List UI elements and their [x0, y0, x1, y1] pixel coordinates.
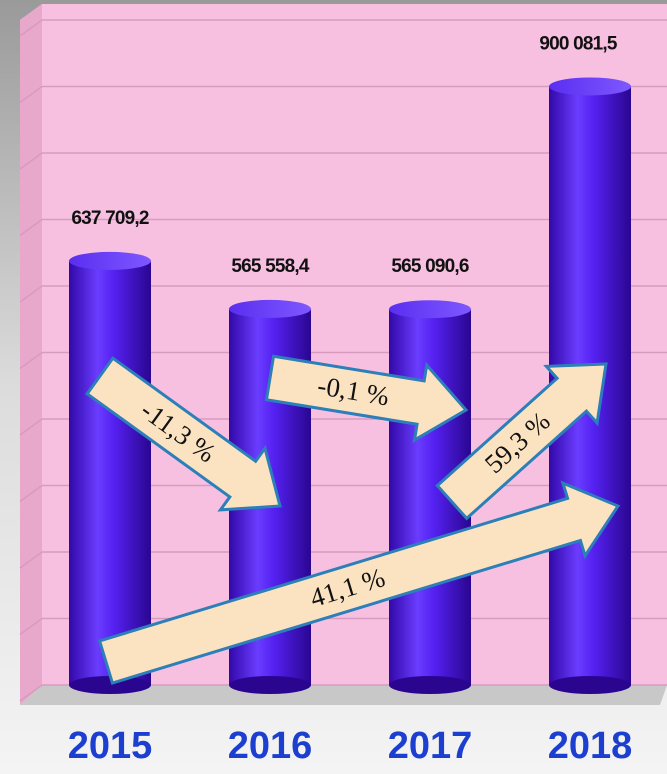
- bar-top: [389, 300, 471, 319]
- grid-line: [19, 85, 667, 104]
- x-tick-label: 2017: [388, 725, 473, 767]
- bar-bottom: [69, 676, 151, 694]
- grid-line: [19, 19, 667, 37]
- bar-top: [69, 251, 151, 270]
- grid-line: [19, 285, 667, 303]
- bar-bottom: [389, 676, 471, 694]
- arrow-shape: [85, 356, 282, 512]
- bar: [69, 260, 151, 685]
- grid-line: [19, 218, 667, 237]
- x-tick-label: 2015: [68, 725, 153, 767]
- bar-top: [549, 77, 631, 96]
- value-label: 565 090,6: [391, 256, 469, 277]
- bar-bottom: [549, 676, 631, 694]
- bar-bottom: [229, 676, 311, 694]
- x-tick-label: 2016: [228, 725, 313, 767]
- x-tick-label: 2018: [548, 725, 633, 767]
- side-wall: [20, 4, 42, 705]
- arrow-shape: [435, 362, 608, 521]
- value-label: 900 081,5: [539, 33, 618, 54]
- value-label: 637 709,2: [71, 208, 149, 229]
- bar-top: [229, 299, 311, 318]
- grid-line: [19, 152, 667, 170]
- value-label: 565 558,4: [231, 256, 310, 277]
- floor: [20, 685, 667, 705]
- arrow-shape: [97, 480, 621, 685]
- arrow: -0,1 %: [264, 354, 469, 443]
- arrow-shape: [264, 354, 469, 443]
